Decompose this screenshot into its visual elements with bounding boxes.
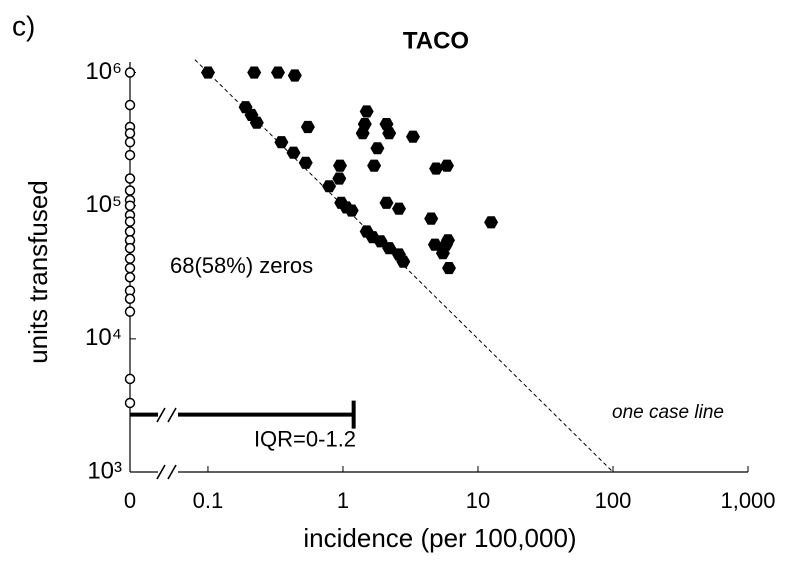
zero-point: [124, 397, 136, 409]
point: [442, 262, 456, 275]
iqr-bar: [130, 400, 356, 429]
point: [396, 255, 411, 268]
point: [247, 66, 262, 79]
zero-point: [124, 185, 136, 196]
point: [322, 180, 337, 193]
point: [406, 130, 420, 143]
point: [274, 136, 289, 149]
point: [429, 162, 444, 175]
y-axis-label: units transfused: [23, 180, 53, 364]
zero-point: [124, 272, 136, 283]
zero-point: [124, 200, 136, 211]
zero-point: [124, 293, 136, 305]
x-tick-label: 0: [124, 488, 136, 513]
y-tick-label: 10³: [87, 457, 122, 484]
y-tick-label: 10⁶: [85, 58, 122, 85]
x-tick-label: 0.1: [193, 488, 224, 513]
zero-point: [124, 149, 136, 161]
chart-title: TACO: [403, 27, 469, 54]
zero-point: [124, 373, 136, 385]
point: [373, 235, 388, 248]
zero-point: [124, 173, 136, 184]
x-axis-label: incidence (per 100,000): [303, 523, 576, 553]
point: [439, 238, 453, 251]
point: [298, 156, 313, 169]
zero-point: [124, 67, 136, 78]
point: [271, 66, 285, 79]
point: [201, 66, 215, 79]
panel-label: c): [12, 10, 35, 41]
point: [344, 204, 359, 217]
point: [427, 238, 442, 251]
zero-point: [124, 136, 136, 148]
point: [440, 159, 454, 172]
zero-point: [124, 242, 136, 254]
zero-point: [124, 216, 136, 227]
zero-point: [124, 128, 136, 139]
y-tick-label: 10⁴: [85, 324, 122, 351]
point: [300, 120, 315, 134]
point: [392, 202, 406, 215]
point: [333, 159, 347, 172]
zero-point: [124, 262, 136, 274]
zero-point: [124, 306, 136, 317]
point: [424, 212, 439, 225]
point: [286, 146, 301, 159]
point: [359, 105, 374, 118]
point: [332, 172, 347, 185]
point: [357, 118, 372, 131]
zero-point: [124, 226, 136, 237]
point: [382, 127, 397, 140]
zero-point: [124, 253, 136, 264]
zeros-note: 68(58%) zeros: [170, 253, 313, 278]
x-tick-label: 1,000: [720, 488, 775, 513]
zero-point: [124, 99, 136, 111]
point: [484, 216, 499, 229]
iqr-label: IQR=0-1.2: [254, 426, 356, 451]
point: [382, 242, 397, 255]
x-tick-label: 10: [466, 488, 490, 513]
x-tick-label: 100: [595, 488, 632, 513]
point: [287, 69, 302, 82]
point: [249, 116, 264, 129]
point: [355, 127, 370, 140]
point: [379, 196, 394, 209]
point: [370, 142, 385, 155]
one-case-line-label: one case line: [612, 402, 724, 423]
axis-break: [156, 407, 177, 480]
point: [379, 118, 394, 131]
y-tick-label: 10⁵: [85, 191, 122, 218]
x-tick-label: 1: [337, 488, 349, 513]
point: [367, 159, 382, 172]
